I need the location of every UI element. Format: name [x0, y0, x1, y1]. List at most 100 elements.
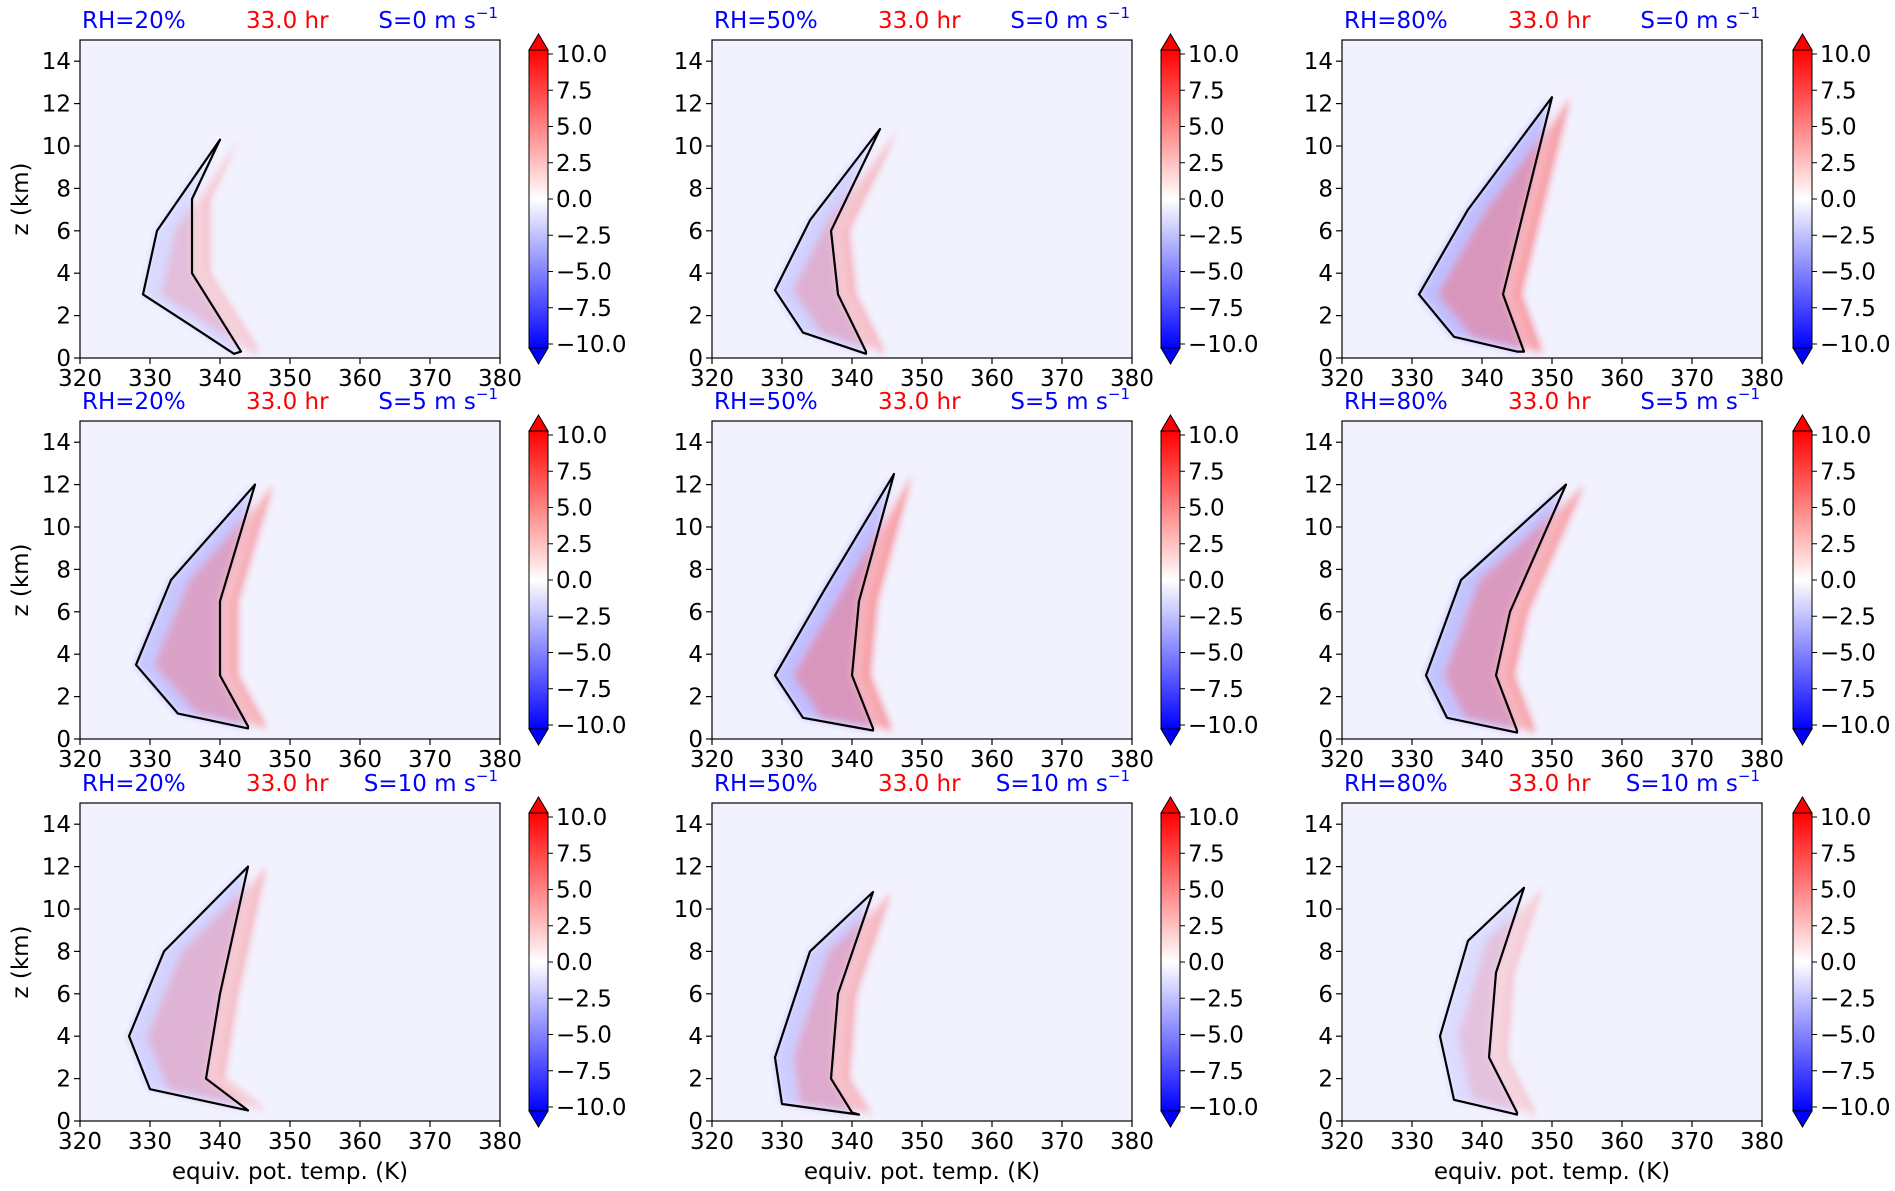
panel-title-rh: RH=80% — [1344, 389, 1448, 415]
x-tick-label: 370 — [1670, 366, 1714, 392]
x-tick-label: 340 — [830, 1129, 874, 1155]
colorbar-tick-label: 7.5 — [1820, 841, 1857, 867]
colorbar-tick-label: 7.5 — [1820, 78, 1857, 104]
colorbar-tick-label: 7.5 — [556, 459, 593, 485]
x-tick-label: 340 — [1460, 747, 1504, 773]
colorbar — [1792, 812, 1813, 1112]
y-tick-label: 10 — [1304, 134, 1333, 160]
colorbar-tick-label: 2.5 — [1188, 532, 1225, 558]
x-tick-label: 320 — [690, 366, 734, 392]
y-tick-label: 6 — [1318, 600, 1333, 626]
x-tick-label: 360 — [970, 747, 1014, 773]
x-tick-label: 330 — [1390, 366, 1434, 392]
panel-1-2: 320 330 340 350 360 370 380 0 2 4 6 8 10 12 14 RH=50% 33… — [674, 4, 1259, 392]
x-tick-label: 380 — [1740, 747, 1784, 773]
y-tick-label: 6 — [56, 982, 71, 1008]
colorbar-tick-label: 7.5 — [1188, 841, 1225, 867]
plot-background — [712, 40, 1132, 358]
y-tick-label: 12 — [674, 92, 703, 118]
y-axis-label: z (km) — [8, 162, 34, 235]
colorbar-tick-label: −7.5 — [1188, 1059, 1244, 1085]
y-tick-label: 10 — [42, 897, 71, 923]
x-tick-label: 370 — [1040, 747, 1084, 773]
colorbar-tick-label: −2.5 — [1188, 223, 1244, 249]
colorbar-tick-label: 2.5 — [1820, 532, 1857, 558]
y-tick-label: 0 — [1318, 346, 1333, 372]
colorbar-tick-label: 10.0 — [556, 423, 607, 449]
x-tick-label: 360 — [338, 366, 382, 392]
colorbar-tick-label: −5.0 — [1820, 260, 1876, 286]
colorbar-tick-label: 2.5 — [1188, 151, 1225, 177]
y-tick-label: 8 — [1318, 557, 1333, 583]
colorbar-tick-label: 0.0 — [1188, 568, 1225, 594]
x-tick-label: 380 — [1740, 366, 1784, 392]
x-tick-label: 360 — [338, 747, 382, 773]
x-tick-label: 380 — [1740, 1129, 1784, 1155]
colorbar-tick-label: 0.0 — [1188, 950, 1225, 976]
colorbar-tick-label: 10.0 — [1820, 42, 1871, 68]
y-tick-label: 14 — [1304, 812, 1333, 838]
colorbar-extend-max — [528, 414, 549, 432]
panel-3-3: 320 330 340 350 360 370 380 0 2 4 6 8 10 12 14 RH=80% 33… — [1304, 767, 1891, 1185]
colorbar-tick-label: 2.5 — [1820, 151, 1857, 177]
x-tick-label: 340 — [198, 366, 242, 392]
colorbar-tick-label: −7.5 — [556, 677, 612, 703]
x-tick-label: 350 — [1530, 366, 1574, 392]
colorbar-tick-label: −7.5 — [1820, 296, 1876, 322]
y-tick-label: 14 — [42, 49, 71, 75]
x-tick-label: 350 — [900, 747, 944, 773]
colorbar-tick-label: −7.5 — [1820, 1059, 1876, 1085]
y-tick-label: 12 — [42, 473, 71, 499]
zero-band — [149, 139, 247, 354]
y-tick-label: 12 — [1304, 473, 1333, 499]
x-tick-label: 360 — [338, 1129, 382, 1155]
x-tick-label: 350 — [900, 1129, 944, 1155]
y-tick-label: 10 — [42, 515, 71, 541]
y-tick-label: 14 — [674, 430, 703, 456]
panel-title-rh: RH=20% — [82, 8, 186, 34]
shaded-field — [1440, 887, 1542, 1115]
colorbar-tick-label: 5.0 — [1820, 878, 1857, 904]
x-tick-label: 350 — [268, 1129, 312, 1155]
colorbar-tick-label: 5.0 — [1188, 496, 1225, 522]
colorbar — [1160, 49, 1181, 349]
x-tick-label: 380 — [478, 366, 522, 392]
panel-title-time: 33.0 hr — [246, 771, 329, 797]
y-tick-label: 10 — [674, 897, 703, 923]
y-tick-label: 12 — [1304, 855, 1333, 881]
y-tick-label: 14 — [1304, 49, 1333, 75]
zero-band — [781, 129, 886, 354]
panel-3-1: 320 330 340 350 360 370 380 0 2 4 6 8 10 12 14 RH=20% 33… — [8, 767, 626, 1185]
zero-band — [781, 474, 900, 731]
x-tick-label: 320 — [58, 366, 102, 392]
y-tick-label: 8 — [688, 176, 703, 202]
colorbar-extend-max — [528, 796, 549, 814]
colorbar-tick-label: 5.0 — [1188, 878, 1225, 904]
colorbar-tick-label: 10.0 — [1188, 805, 1239, 831]
y-tick-label: 8 — [56, 176, 71, 202]
plot-background — [712, 421, 1132, 739]
y-tick-label: 8 — [56, 939, 71, 965]
colorbar-extend-max — [1792, 796, 1813, 814]
zero-band — [1425, 97, 1558, 352]
colorbar-tick-label: 10.0 — [556, 42, 607, 68]
x-tick-label: 380 — [478, 1129, 522, 1155]
panel-title-rh: RH=20% — [82, 771, 186, 797]
colorbar-extend-max — [1160, 414, 1181, 432]
x-tick-label: 320 — [1320, 1129, 1364, 1155]
x-tick-label: 350 — [1530, 1129, 1574, 1155]
y-tick-label: 2 — [56, 685, 71, 711]
plot-background — [712, 803, 1132, 1121]
colorbar — [1160, 812, 1181, 1112]
x-tick-label: 330 — [1390, 747, 1434, 773]
colorbar-tick-label: 0.0 — [556, 950, 593, 976]
y-tick-label: 6 — [56, 600, 71, 626]
colorbar-tick-label: −5.0 — [1188, 1023, 1244, 1049]
x-tick-label: 330 — [1390, 1129, 1434, 1155]
panel-title-time: 33.0 hr — [1508, 8, 1591, 34]
plot-background — [1342, 40, 1762, 358]
colorbar-tick-label: −7.5 — [1188, 677, 1244, 703]
colorbar-tick-label: −10.0 — [556, 332, 626, 358]
colorbar-tick-label: 5.0 — [556, 496, 593, 522]
colorbar-tick-label: 10.0 — [1820, 805, 1871, 831]
